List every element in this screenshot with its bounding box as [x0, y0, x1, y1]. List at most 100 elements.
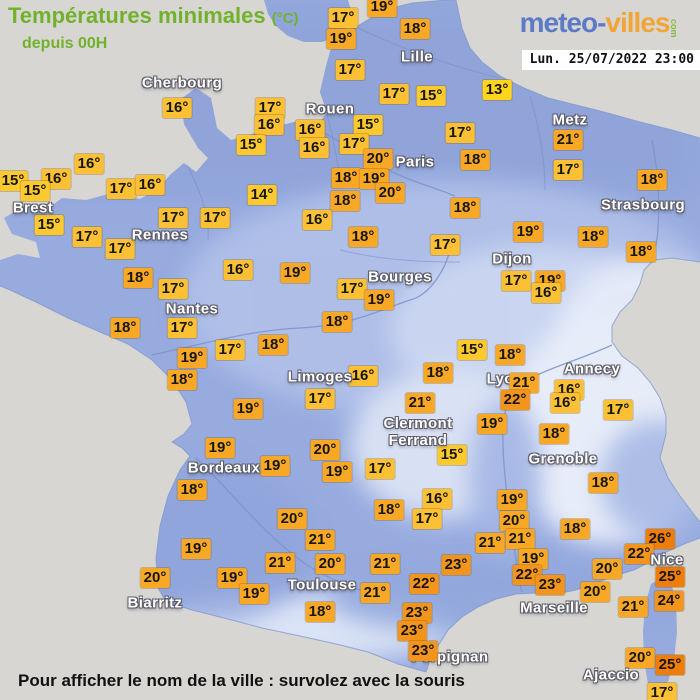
temp-badge[interactable]: 18°	[460, 150, 490, 170]
temp-badge[interactable]: 17°	[501, 271, 531, 291]
temp-badge[interactable]: 19°	[364, 290, 394, 310]
temp-badge[interactable]: 18°	[110, 318, 140, 338]
temp-badge[interactable]: 18°	[588, 473, 618, 493]
temp-badge[interactable]: 22°	[500, 390, 530, 410]
temp-badge[interactable]: 18°	[626, 242, 656, 262]
temp-badge[interactable]: 19°	[367, 0, 397, 17]
temp-badge[interactable]: 25°	[655, 655, 685, 675]
temp-badge[interactable]: 19°	[217, 568, 247, 588]
temp-badge[interactable]: 18°	[450, 198, 480, 218]
temp-badge[interactable]: 16°	[135, 175, 165, 195]
temp-badge[interactable]: 20°	[310, 440, 340, 460]
temp-badge[interactable]: 17°	[200, 208, 230, 228]
temp-badge[interactable]: 17°	[72, 227, 102, 247]
temp-badge[interactable]: 21°	[360, 583, 390, 603]
temp-badge[interactable]: 19°	[181, 539, 211, 559]
temp-badge[interactable]: 17°	[337, 279, 367, 299]
temp-badge[interactable]: 15°	[457, 340, 487, 360]
temp-badge[interactable]: 17°	[106, 179, 136, 199]
temp-badge[interactable]: 22°	[512, 565, 542, 585]
temp-badge[interactable]: 18°	[495, 345, 525, 365]
temp-badge[interactable]: 21°	[505, 529, 535, 549]
temp-badge[interactable]: 18°	[177, 480, 207, 500]
temp-badge[interactable]: 20°	[277, 509, 307, 529]
temp-badge[interactable]: 18°	[331, 168, 361, 188]
temp-badge[interactable]: 21°	[553, 130, 583, 150]
temp-badge[interactable]: 17°	[445, 123, 475, 143]
temp-badge[interactable]: 17°	[339, 134, 369, 154]
temp-badge[interactable]: 17°	[255, 98, 285, 118]
temp-badge[interactable]: 19°	[513, 222, 543, 242]
temp-badge[interactable]: 17°	[167, 318, 197, 338]
temp-badge[interactable]: 17°	[158, 279, 188, 299]
temp-badge[interactable]: 18°	[578, 227, 608, 247]
temp-badge[interactable]: 20°	[315, 554, 345, 574]
temp-badge[interactable]: 18°	[637, 170, 667, 190]
temp-badge[interactable]: 16°	[302, 210, 332, 230]
temp-badge[interactable]: 21°	[265, 553, 295, 573]
temp-badge[interactable]: 16°	[422, 489, 452, 509]
temp-badge[interactable]: 16°	[295, 120, 325, 140]
temp-badge[interactable]: 18°	[322, 312, 352, 332]
temp-badge[interactable]: 20°	[499, 511, 529, 531]
temp-badge[interactable]: 17°	[379, 84, 409, 104]
temp-badge[interactable]: 19°	[177, 348, 207, 368]
temp-badge[interactable]: 19°	[518, 549, 548, 569]
temp-badge[interactable]: 19°	[477, 414, 507, 434]
temp-badge[interactable]: 15°	[437, 445, 467, 465]
temp-badge[interactable]: 19°	[322, 462, 352, 482]
temp-badge[interactable]: 16°	[254, 115, 284, 135]
temp-badge[interactable]: 16°	[74, 154, 104, 174]
temp-badge[interactable]: 19°	[233, 399, 263, 419]
temp-badge[interactable]: 15°	[20, 181, 50, 201]
temp-badge[interactable]: 18°	[167, 370, 197, 390]
temp-badge[interactable]: 19°	[260, 456, 290, 476]
temp-badge[interactable]: 19°	[205, 438, 235, 458]
temp-badge[interactable]: 21°	[509, 373, 539, 393]
temp-badge[interactable]: 17°	[305, 389, 335, 409]
temp-badge[interactable]: 17°	[335, 60, 365, 80]
temp-badge[interactable]: 21°	[305, 530, 335, 550]
temp-badge[interactable]: 16°	[348, 366, 378, 386]
temp-badge[interactable]: 17°	[553, 160, 583, 180]
temp-badge[interactable]: 17°	[158, 208, 188, 228]
temp-badge[interactable]: 20°	[592, 559, 622, 579]
temp-badge[interactable]: 20°	[375, 183, 405, 203]
temp-badge[interactable]: 16°	[531, 283, 561, 303]
temp-badge[interactable]: 14°	[247, 185, 277, 205]
temp-badge[interactable]: 13°	[482, 80, 512, 100]
temp-badge[interactable]: 18°	[330, 191, 360, 211]
temp-badge[interactable]: 24°	[654, 591, 684, 611]
temp-badge[interactable]: 17°	[647, 683, 677, 700]
temp-badge[interactable]: 17°	[603, 400, 633, 420]
temp-badge[interactable]: 18°	[400, 19, 430, 39]
temp-badge[interactable]: 18°	[305, 602, 335, 622]
temp-badge[interactable]: 21°	[405, 393, 435, 413]
temp-badge[interactable]: 22°	[409, 574, 439, 594]
temp-badge[interactable]: 17°	[430, 235, 460, 255]
temp-badge[interactable]: 18°	[348, 227, 378, 247]
temp-badge[interactable]: 21°	[618, 597, 648, 617]
temp-badge[interactable]: 16°	[223, 260, 253, 280]
temp-badge[interactable]: 18°	[123, 268, 153, 288]
temp-badge[interactable]: 23°	[441, 555, 471, 575]
temp-badge[interactable]: 23°	[402, 603, 432, 623]
temp-badge[interactable]: 15°	[236, 135, 266, 155]
temp-badge[interactable]: 19°	[497, 490, 527, 510]
temp-badge[interactable]: 16°	[299, 138, 329, 158]
temp-badge[interactable]: 16°	[550, 393, 580, 413]
temp-badge[interactable]: 18°	[258, 335, 288, 355]
temp-badge[interactable]: 17°	[365, 459, 395, 479]
temp-badge[interactable]: 18°	[560, 519, 590, 539]
temp-badge[interactable]: 19°	[239, 584, 269, 604]
temp-badge[interactable]: 20°	[580, 582, 610, 602]
meteo-villes-logo[interactable]: meteo-villescom	[520, 7, 688, 39]
temp-badge[interactable]: 18°	[374, 500, 404, 520]
temp-badge[interactable]: 23°	[535, 575, 565, 595]
temp-badge[interactable]: 15°	[416, 86, 446, 106]
temp-badge[interactable]: 19°	[280, 263, 310, 283]
temp-badge[interactable]: 22°	[624, 544, 654, 564]
temp-badge[interactable]: 23°	[408, 641, 438, 661]
temp-badge[interactable]: 18°	[539, 424, 569, 444]
